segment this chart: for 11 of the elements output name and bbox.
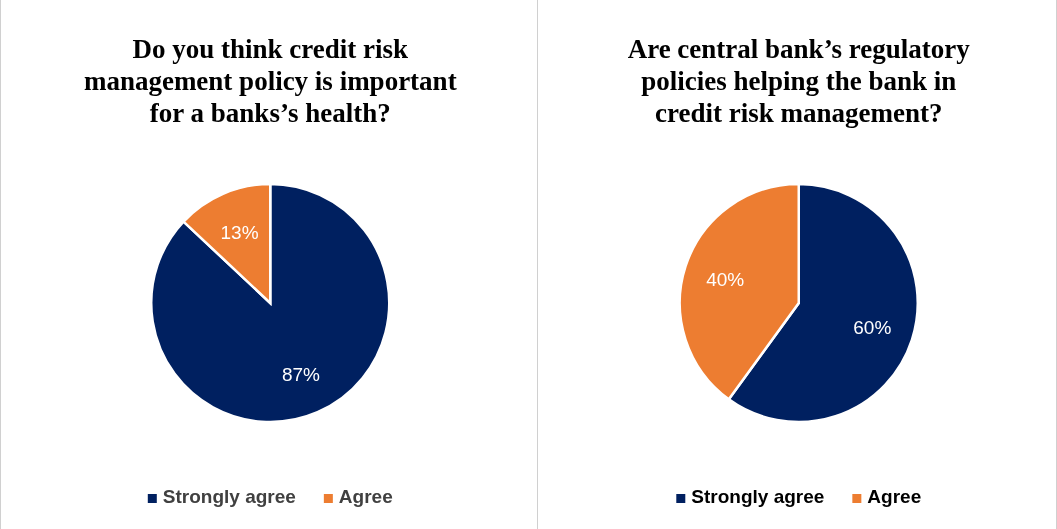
data-label: 40% bbox=[706, 268, 745, 290]
data-label: 87% bbox=[281, 363, 321, 385]
data-label: 13% bbox=[220, 221, 259, 243]
chart-title: Are central bank’s regulatory policies helping the bank in credit risk management? bbox=[627, 34, 971, 128]
legend-label: Agree bbox=[867, 486, 922, 507]
legend-label: Strongly agree bbox=[691, 486, 825, 507]
legend-label: Strongly agree bbox=[162, 486, 296, 507]
pie-slice bbox=[150, 182, 391, 424]
legend-label: Agree bbox=[338, 486, 393, 507]
chart-title: Do you think credit risk management policy is important for a banks’s health? bbox=[83, 34, 457, 128]
data-label: 60% bbox=[853, 316, 892, 338]
